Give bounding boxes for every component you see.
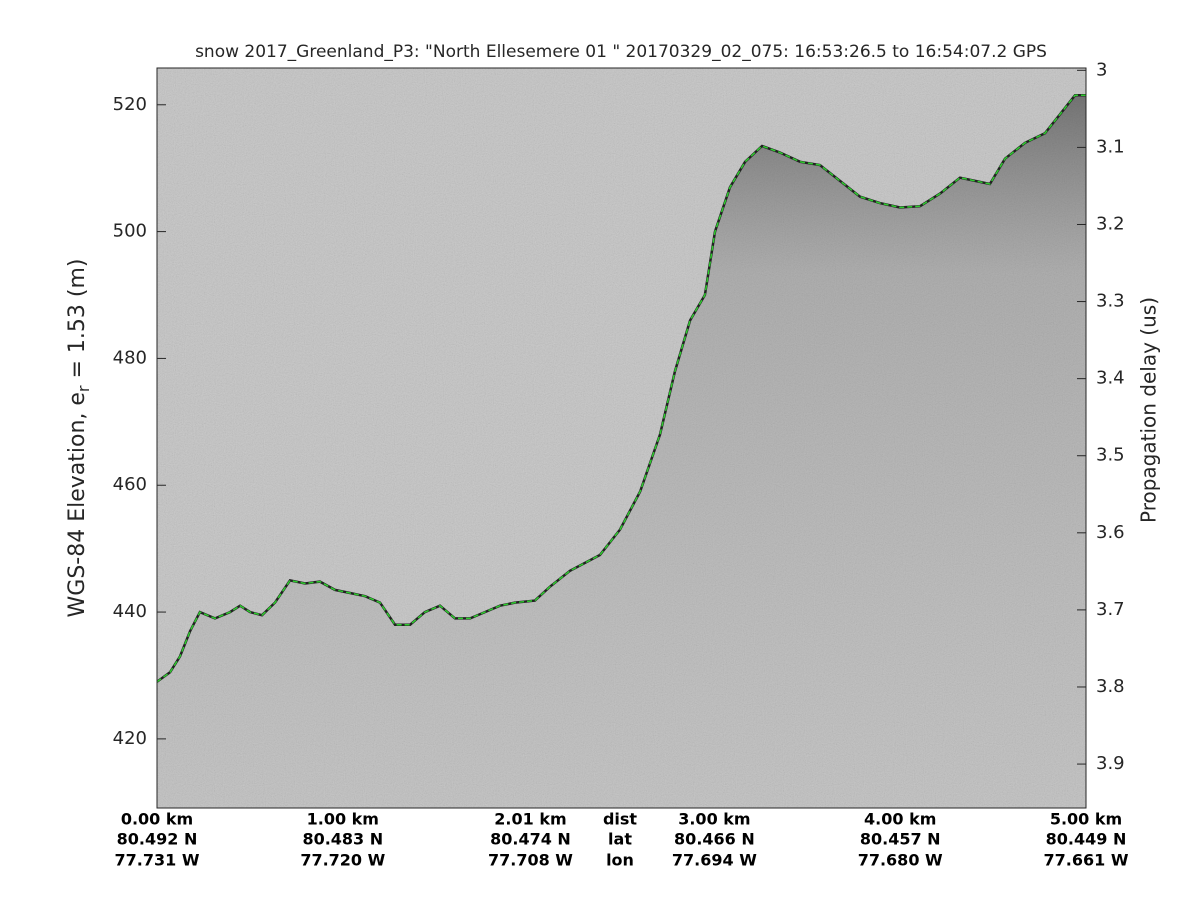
y-label-rest: = 1.53 (m) bbox=[65, 259, 90, 386]
y-tick-label: 500 bbox=[113, 221, 147, 242]
y2-tick-label: 3.3 bbox=[1096, 291, 1125, 312]
y2-tick-label: 3 bbox=[1096, 59, 1107, 80]
x-lon-label: 77.661 W bbox=[1044, 851, 1129, 870]
x-lat-label: 80.474 N bbox=[490, 830, 571, 849]
y-tick-label: 520 bbox=[113, 94, 147, 115]
plot-frame bbox=[156, 67, 1087, 809]
y-tick-label: 440 bbox=[113, 601, 147, 622]
y2-tick-label: 3.7 bbox=[1096, 599, 1125, 620]
echo-shadow bbox=[157, 95, 1086, 808]
y2-tick-label: 3.5 bbox=[1096, 445, 1125, 466]
y2-tick-label: 3.1 bbox=[1096, 136, 1125, 157]
x-lat-label: 80.466 N bbox=[674, 830, 755, 849]
y2-tick-label: 3.6 bbox=[1096, 522, 1125, 543]
row-label: lat bbox=[608, 830, 632, 849]
x-lat-label: 80.457 N bbox=[860, 830, 941, 849]
x-tick-label: 4.00 km bbox=[864, 810, 936, 829]
row-label: lon bbox=[606, 851, 634, 870]
y-tick-label: 480 bbox=[113, 347, 147, 368]
y-label-sub: r bbox=[74, 385, 93, 392]
y2-tick-label: 3.8 bbox=[1096, 676, 1125, 697]
x-tick-label: 2.01 km bbox=[494, 810, 566, 829]
row-label: dist bbox=[603, 810, 637, 829]
y-axis-label: WGS-84 Elevation, er = 1.53 (m) bbox=[65, 259, 93, 618]
x-lat-label: 80.449 N bbox=[1046, 830, 1127, 849]
x-tick-label: 1.00 km bbox=[307, 810, 379, 829]
x-lon-label: 77.708 W bbox=[488, 851, 573, 870]
x-lon-label: 77.680 W bbox=[858, 851, 943, 870]
x-tick-label: 3.00 km bbox=[678, 810, 750, 829]
y2-tick-label: 3.2 bbox=[1096, 213, 1125, 234]
y2-axis-label: Propagation delay (us) bbox=[1137, 297, 1161, 523]
x-tick-label: 5.00 km bbox=[1050, 810, 1122, 829]
y2-tick-label: 3.9 bbox=[1096, 753, 1125, 774]
y-label-text: WGS-84 Elevation, e bbox=[65, 392, 90, 617]
y-tick-label: 420 bbox=[113, 728, 147, 749]
x-lat-label: 80.492 N bbox=[117, 830, 198, 849]
x-lon-label: 77.720 W bbox=[300, 851, 385, 870]
surface-line bbox=[157, 94, 1086, 683]
y-tick-label: 460 bbox=[113, 474, 147, 495]
x-lon-label: 77.694 W bbox=[672, 851, 757, 870]
x-lon-label: 77.731 W bbox=[115, 851, 200, 870]
plot-area bbox=[157, 94, 1086, 808]
chart-title: snow 2017_Greenland_P3: "North Ellesemer… bbox=[195, 42, 1047, 62]
y2-tick-label: 3.4 bbox=[1096, 368, 1125, 389]
x-tick-label: 0.00 km bbox=[121, 810, 193, 829]
x-lat-label: 80.483 N bbox=[302, 830, 383, 849]
